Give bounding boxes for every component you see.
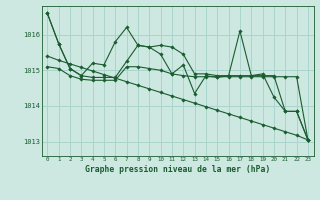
X-axis label: Graphe pression niveau de la mer (hPa): Graphe pression niveau de la mer (hPa)	[85, 165, 270, 174]
